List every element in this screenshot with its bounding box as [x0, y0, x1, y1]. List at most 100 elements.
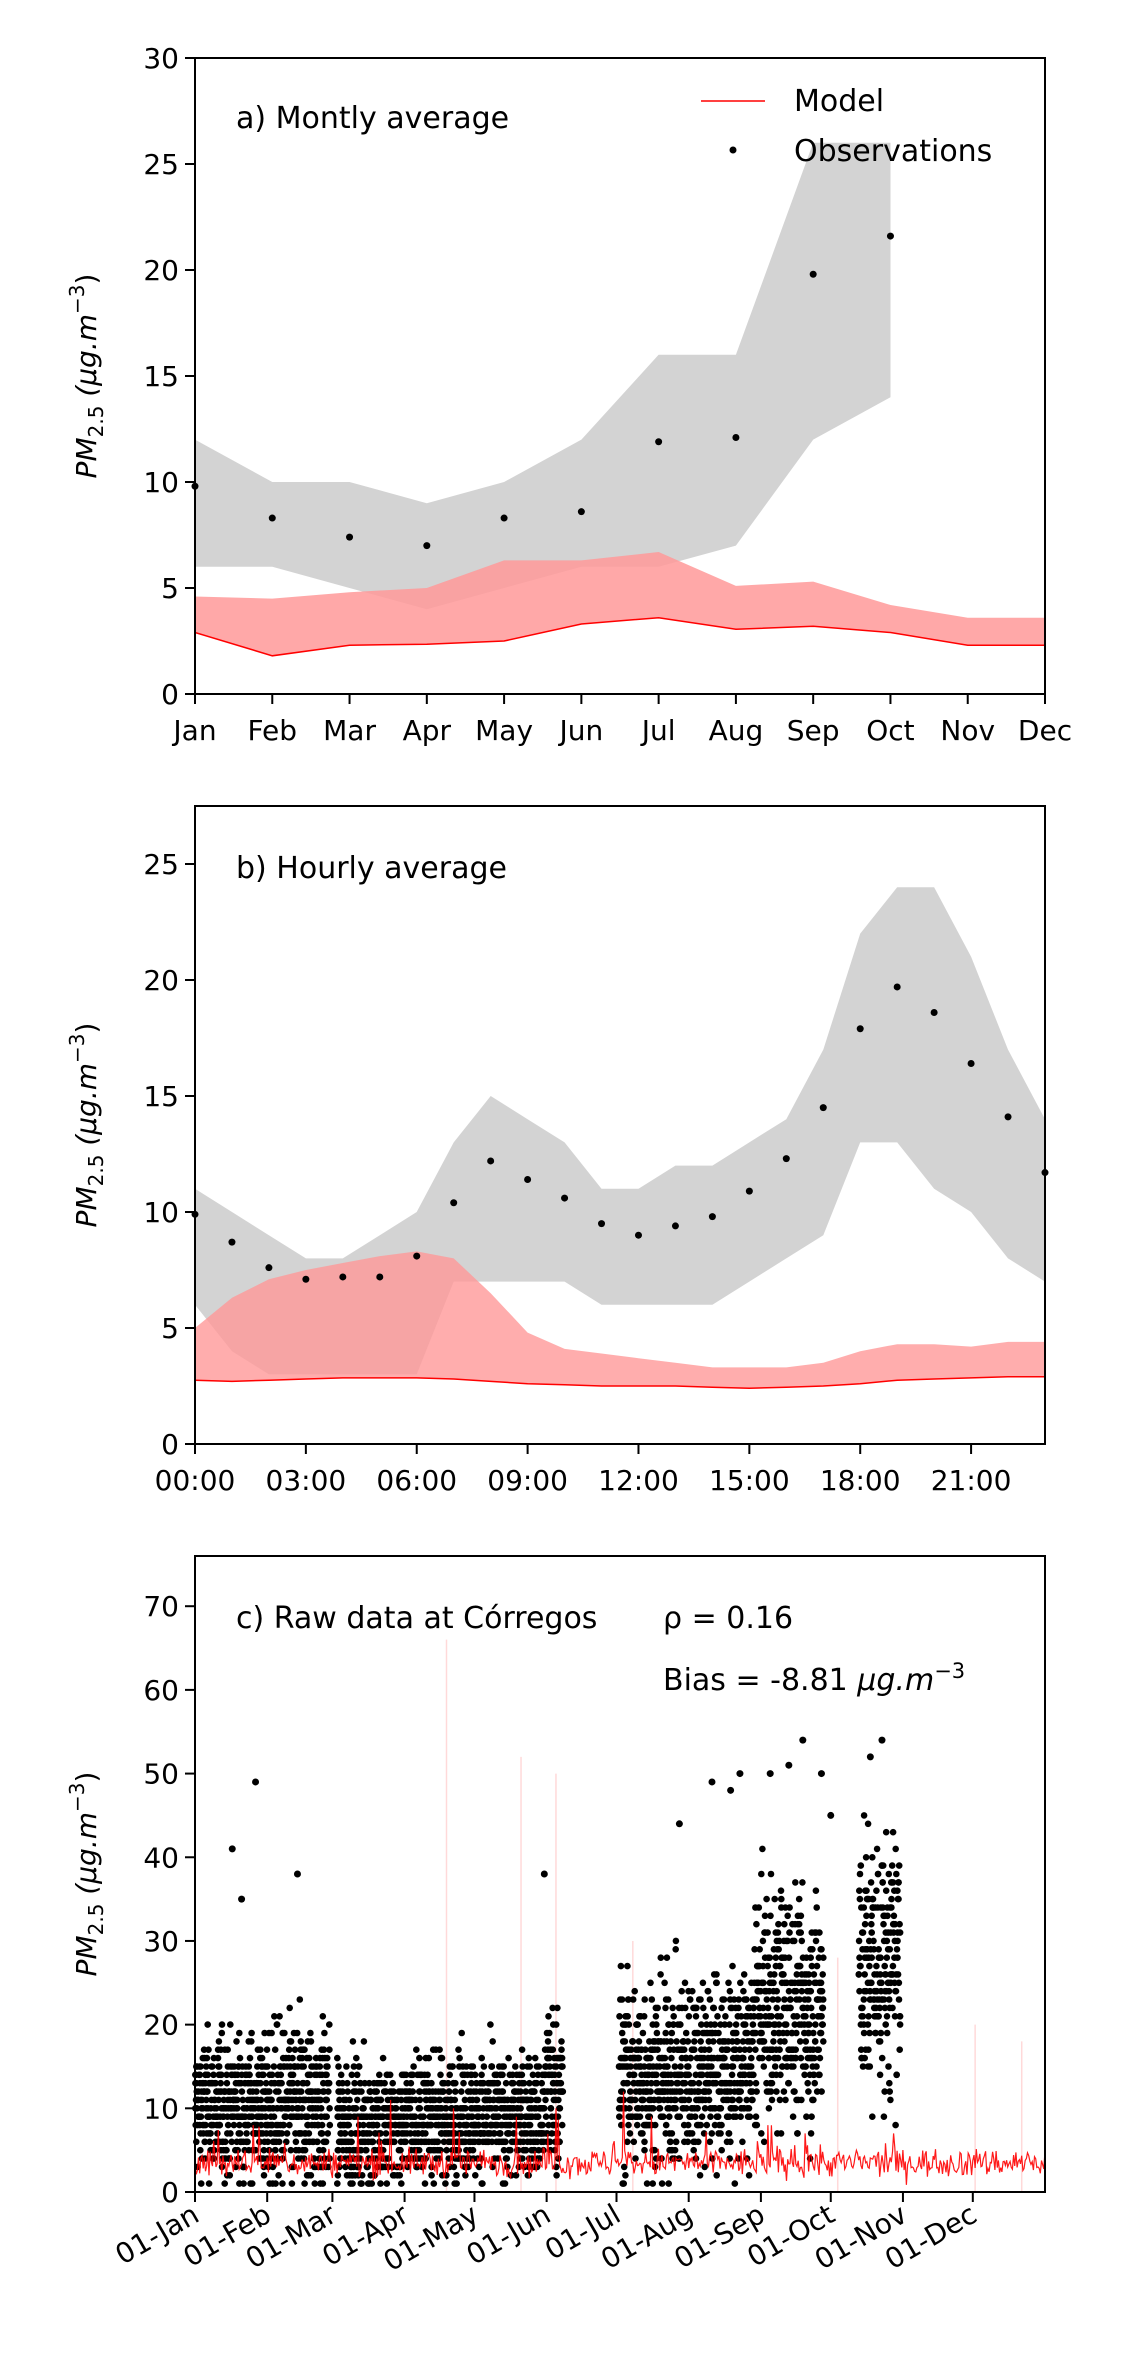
observation-point	[340, 2105, 348, 2112]
observation-point	[663, 1954, 671, 1961]
observation-point	[732, 2113, 740, 2120]
observation-point	[784, 1937, 791, 1945]
observation-point	[348, 2071, 356, 2079]
observation-point	[723, 2063, 731, 2070]
observation-point	[775, 1946, 782, 1953]
observation-point	[812, 2021, 819, 2028]
observation-point	[695, 2079, 703, 2087]
observation-point	[880, 2113, 888, 2120]
observation-point	[809, 270, 817, 278]
observation-point	[669, 2004, 676, 2012]
observation-point	[376, 2071, 383, 2079]
observation-point	[705, 2046, 713, 2053]
observation-point	[813, 2063, 820, 2070]
observation-point	[206, 2138, 213, 2146]
observation-point	[755, 1904, 763, 1911]
x-tick-label: Oct	[866, 714, 914, 747]
observation-point	[649, 2105, 657, 2112]
observation-point	[657, 1971, 664, 1978]
observation-point	[534, 2113, 542, 2120]
observation-point	[880, 1920, 887, 1928]
panel-c-y-ticks: 0 10 20 30 40 50 60 70	[143, 1590, 195, 2209]
observation-point	[555, 2071, 563, 2079]
observation-point	[335, 2146, 342, 2154]
observation-point	[223, 2071, 230, 2079]
observation-point	[539, 2121, 546, 2129]
observation-point	[662, 2029, 669, 2037]
observation-point	[624, 1996, 632, 2003]
observation-point	[708, 1213, 716, 1221]
observation-point	[808, 1962, 816, 1970]
observation-outlier	[878, 1736, 886, 1744]
observation-point	[232, 2088, 239, 2095]
observation-point	[502, 2138, 509, 2146]
observation-point	[439, 2088, 447, 2095]
observation-point	[526, 2079, 533, 2087]
y-tick-label: 15	[143, 1080, 179, 1113]
observation-point	[289, 2079, 297, 2087]
observation-point	[374, 2105, 382, 2112]
observation-outlier	[708, 1778, 716, 1786]
observation-point	[558, 2046, 565, 2053]
observation-point	[451, 2096, 459, 2104]
observation-point	[883, 2013, 891, 2020]
observation-point	[368, 2180, 376, 2187]
observation-point	[630, 2071, 638, 2079]
observation-point	[877, 1971, 884, 1978]
observation-point	[460, 2079, 467, 2087]
observation-point	[629, 1996, 637, 2003]
observation-point	[855, 1971, 863, 1978]
observation-point	[636, 2113, 644, 2120]
observation-point	[249, 2113, 256, 2120]
observation-point	[731, 2180, 739, 2187]
observation-point	[344, 2079, 351, 2087]
x-tick-label: 03:00	[266, 1464, 347, 1497]
observation-point	[660, 2113, 667, 2120]
observation-point	[227, 2130, 234, 2137]
observation-point	[542, 2113, 550, 2120]
observation-point	[885, 1870, 893, 1878]
observation-point	[818, 1987, 826, 1995]
observation-point	[230, 2121, 238, 2129]
observation-point	[463, 2121, 471, 2129]
observation-point	[323, 2113, 331, 2120]
x-tick-label: Jul	[640, 714, 676, 747]
observation-point	[859, 2013, 867, 2020]
observation-point	[495, 2113, 503, 2120]
observation-point	[856, 1954, 863, 1961]
observation-point	[535, 2146, 543, 2154]
observation-point	[872, 2029, 879, 2037]
y-tick-label: 25	[143, 848, 179, 881]
observation-point	[888, 1862, 896, 1869]
observation-point	[865, 2046, 872, 2053]
observation-point	[691, 2046, 698, 2053]
observation-point	[316, 2063, 324, 2070]
observation-point	[218, 2071, 225, 2079]
x-tick-label: Feb	[247, 714, 297, 747]
observation-point	[885, 2063, 892, 2070]
observation-point	[427, 2121, 435, 2129]
observation-point	[725, 2130, 733, 2137]
panel-c-bias: Bias = -8.81 μg.m−3	[663, 1659, 965, 1698]
observation-point	[468, 2079, 475, 2087]
observation-point	[239, 2096, 247, 2104]
observation-point	[283, 2130, 291, 2137]
observation-point	[704, 1987, 712, 1995]
observation-point	[685, 2071, 693, 2079]
observation-point	[776, 2096, 784, 2104]
observation-point	[794, 2130, 801, 2137]
observation-point	[555, 2096, 562, 2104]
observation-point	[677, 2088, 685, 2095]
observation-point	[805, 1996, 812, 2003]
observation-point	[732, 2105, 739, 2112]
observation-point	[771, 1971, 778, 1978]
x-tick-label: Dec	[1018, 714, 1072, 747]
observation-point	[214, 2054, 222, 2062]
observation-point	[868, 1929, 875, 1936]
observation-point	[875, 2013, 882, 2020]
observation-point	[558, 2054, 566, 2062]
observation-point	[767, 1870, 775, 1878]
observation-point	[246, 2071, 253, 2079]
observation-point	[319, 2013, 327, 2020]
observation-point	[248, 2038, 255, 2045]
